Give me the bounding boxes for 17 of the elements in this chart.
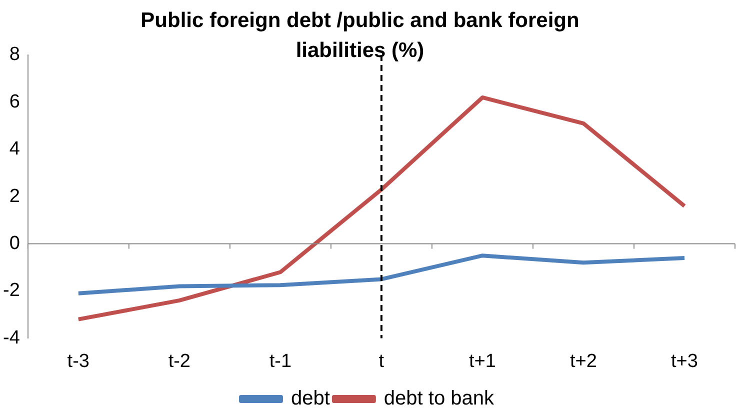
y-tick-label: 0 [9, 233, 20, 254]
y-tick-label: 8 [9, 44, 20, 66]
legend-label: debt [290, 388, 330, 410]
x-tick-label: t-3 [67, 350, 90, 372]
y-tick-label: 4 [9, 138, 20, 160]
legend-label: debt to bank [384, 388, 496, 410]
x-tick-label: t+1 [468, 350, 496, 372]
x-tick-label: t [378, 350, 385, 372]
x-tick-label: t-2 [168, 350, 191, 372]
y-tick-label: 2 [9, 186, 20, 207]
chart-title: Public foreign debt /public and bank foreign liabilities (%) [140, 8, 580, 64]
x-tick-label: t+2 [570, 350, 597, 372]
x-tick-label: t+3 [671, 350, 698, 372]
y-tick-label: -2 [2, 280, 20, 302]
y-tick-label: -4 [2, 327, 20, 348]
x-tick-label: t-1 [269, 350, 292, 372]
y-tick-label: 6 [9, 91, 20, 112]
